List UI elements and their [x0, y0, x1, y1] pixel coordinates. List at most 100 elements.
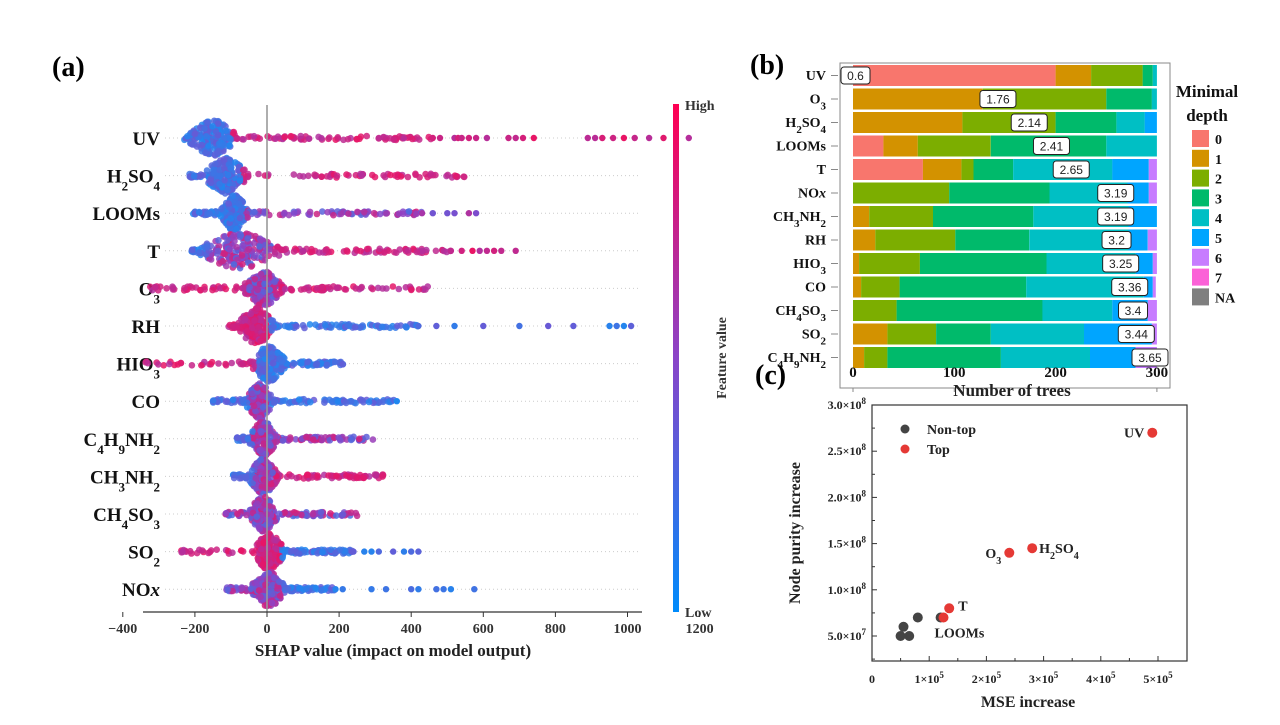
shap-point: [381, 249, 388, 256]
bar-segment-depth-3: [1106, 88, 1152, 110]
top-point: [938, 612, 949, 623]
shap-point: [245, 245, 253, 253]
x-axis-title: Number of trees: [953, 381, 1071, 400]
legend-swatch-1: [1192, 149, 1209, 167]
shap-point: [250, 132, 258, 140]
legend-label: 2: [1215, 173, 1222, 188]
shap-point: [241, 166, 248, 173]
shap-point: [181, 284, 188, 292]
mean-depth-label: 2.41: [1040, 140, 1064, 154]
category-label: LOOMs: [776, 140, 826, 155]
shap-point: [322, 246, 330, 254]
x-tick-label: 1×105: [915, 670, 945, 686]
bar-segment-depth-1: [853, 323, 888, 345]
shap-outlier-point: [660, 134, 667, 142]
mean-depth-label: 3.36: [1118, 281, 1142, 295]
shap-outlier-point: [415, 586, 422, 593]
shap-point: [243, 399, 251, 407]
shap-outlier-point: [599, 134, 606, 142]
shap-point: [238, 252, 246, 259]
feature-label: C4H9NH2: [83, 430, 160, 457]
shap-point: [257, 446, 265, 454]
shap-point: [230, 474, 238, 482]
shap-outlier-point: [516, 322, 523, 330]
shap-point: [229, 396, 237, 404]
shap-point: [413, 248, 421, 256]
bar-segment-depth-2: [869, 206, 933, 227]
shap-point: [332, 549, 339, 557]
shap-point: [359, 397, 366, 404]
shap-point: [275, 252, 283, 259]
bar-row: LOOMs 2.41: [776, 135, 1157, 157]
legend-title-line2: depth: [1186, 106, 1228, 125]
x-tick-label: 4×105: [1086, 670, 1116, 686]
shap-point: [333, 321, 340, 329]
shap-point: [257, 456, 265, 464]
shap-point: [251, 252, 258, 259]
shap-point: [395, 285, 403, 293]
shap-point: [300, 285, 308, 293]
point-label: LOOMs: [935, 627, 985, 642]
shap-point: [239, 261, 246, 268]
shap-point: [281, 285, 289, 293]
feature-label: RH: [132, 317, 161, 338]
legend-label: 6: [1215, 252, 1222, 267]
shap-outlier-point: [368, 548, 375, 555]
shap-point: [234, 256, 241, 264]
shap-point: [235, 167, 242, 174]
shap-point: [307, 398, 314, 406]
bar-segment-depth-4: [1151, 88, 1157, 110]
shap-point: [267, 391, 275, 399]
feature-row: HIO3: [117, 343, 640, 385]
shap-point: [202, 149, 209, 157]
colorbar: [673, 104, 679, 612]
x-tick-label: 300: [1146, 365, 1169, 381]
shap-point: [303, 585, 310, 592]
shap-point: [229, 323, 237, 331]
shap-point: [262, 478, 269, 485]
shap-point: [333, 284, 341, 292]
shap-point: [224, 586, 231, 594]
shap-point: [363, 433, 370, 441]
shap-point: [393, 249, 400, 256]
shap-point: [222, 362, 230, 369]
shap-point: [215, 237, 222, 244]
shap-point: [412, 170, 419, 178]
shap-point: [214, 120, 222, 127]
shap-point: [250, 549, 257, 557]
colorbar-low-label: Low: [685, 606, 712, 621]
shap-point: [356, 324, 364, 332]
shap-point: [279, 437, 287, 444]
shap-point: [344, 321, 352, 329]
feature-label: HIO3: [117, 355, 161, 382]
category-label: T: [817, 163, 827, 178]
feature-row: RH: [132, 304, 640, 347]
shap-outlier-point: [519, 134, 527, 142]
category-label: O3: [810, 93, 827, 113]
shap-outlier-point: [393, 398, 400, 405]
bar-segment-depth-2: [859, 253, 920, 274]
shap-point: [315, 249, 323, 256]
shap-point: [270, 399, 278, 407]
bar-segment-depth-4: [1042, 300, 1113, 321]
shap-point: [293, 323, 300, 330]
shap-point: [239, 361, 246, 368]
shap-point: [397, 173, 405, 180]
legend-marker: [900, 424, 910, 434]
x-tick-label: 2×105: [972, 670, 1002, 686]
top-point: [1027, 543, 1038, 554]
shap-outlier-point: [530, 134, 537, 142]
shap-outlier-point: [433, 586, 440, 593]
shap-point: [215, 172, 223, 179]
shap-point: [318, 436, 326, 444]
shap-point: [229, 192, 237, 199]
bar-segment-depth-6: [1152, 276, 1156, 298]
feature-row: O3: [139, 268, 640, 309]
shap-point: [242, 334, 250, 342]
shap-point: [345, 210, 352, 217]
bar-row: UV 0.6: [806, 65, 1157, 86]
shap-point: [253, 500, 261, 508]
feature-label: H2SO4: [107, 167, 161, 194]
x-tick-label: 200: [329, 622, 350, 637]
bar-segment-depth-3: [1142, 65, 1153, 86]
